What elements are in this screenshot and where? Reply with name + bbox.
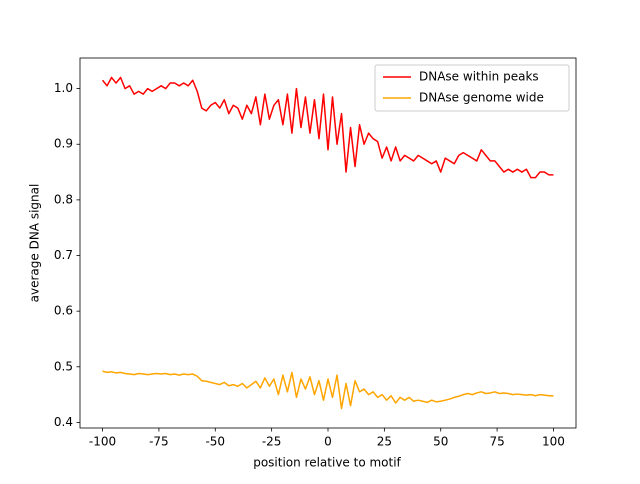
y-tick-label: 0.4 — [54, 415, 73, 429]
plot-frame — [79, 57, 577, 429]
x-tick-label: 75 — [489, 435, 504, 449]
x-tick-label: 0 — [324, 435, 332, 449]
y-tick-label: 0.8 — [54, 192, 73, 206]
y-axis-label: average DNA signal — [28, 184, 42, 303]
y-tick-label: 0.7 — [54, 248, 73, 262]
x-axis-label: position relative to motif — [253, 456, 401, 470]
legend-box — [374, 64, 570, 112]
y-tick-label: 0.6 — [54, 304, 73, 318]
y-tick-label: 0.9 — [54, 137, 73, 151]
data-line — [101, 76, 554, 179]
legend-label: DNAse genome wide — [419, 91, 544, 105]
y-tick-label: 1.0 — [54, 81, 73, 95]
data-line — [102, 370, 554, 410]
x-tick-label: 100 — [542, 435, 565, 449]
x-tick-label: -25 — [262, 435, 282, 449]
x-tick-label: -100 — [89, 435, 116, 449]
x-tick-label: 25 — [377, 435, 392, 449]
x-tick-label: 50 — [433, 435, 448, 449]
x-tick-label: -75 — [149, 435, 169, 449]
x-tick-label: -50 — [205, 435, 225, 449]
legend-label: DNAse within peaks — [419, 70, 539, 84]
y-tick-label: 0.5 — [54, 359, 73, 373]
